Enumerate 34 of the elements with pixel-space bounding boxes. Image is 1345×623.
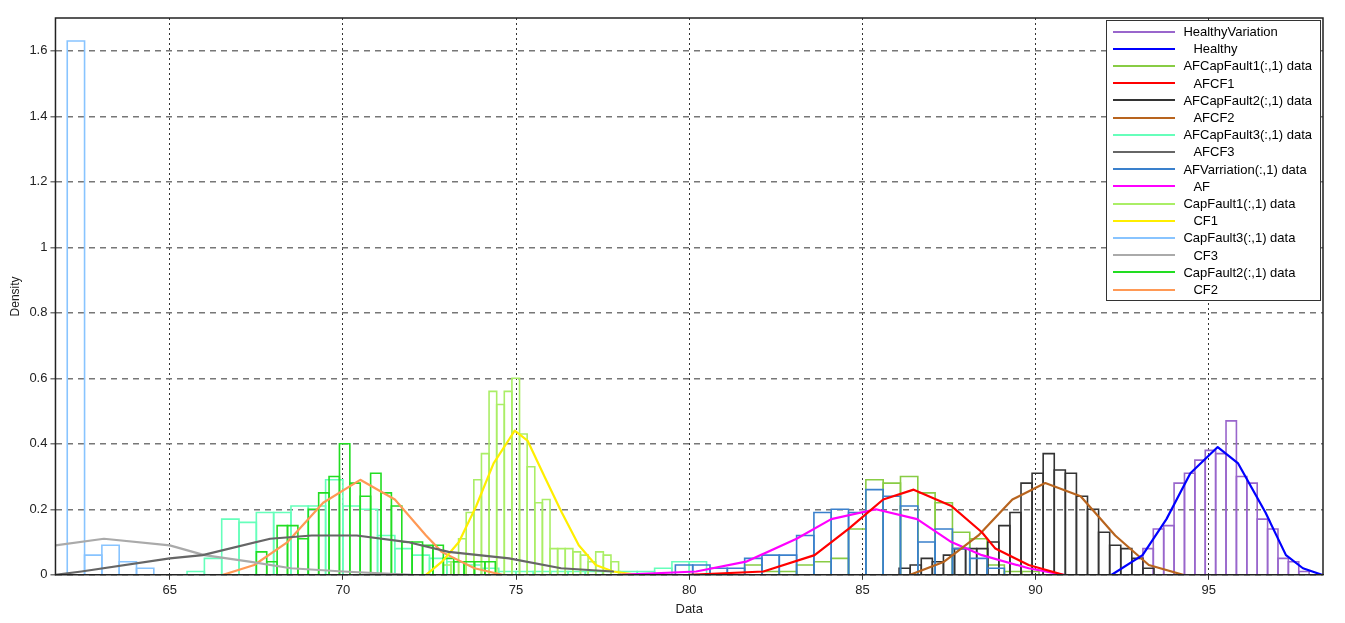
legend-label: Healthy xyxy=(1192,40,1238,58)
x-tick-label: 80 xyxy=(682,582,697,598)
x-tick-label: 65 xyxy=(162,582,177,598)
x-tick-label: 70 xyxy=(335,582,351,598)
y-tick-label: 0.8 xyxy=(29,304,48,320)
legend-label: HealthyVariation xyxy=(1183,23,1278,41)
x-tick-label: 75 xyxy=(508,582,524,598)
legend-label: AFCapFault3(:,1) data xyxy=(1183,126,1312,144)
y-tick-label: 1 xyxy=(40,238,48,254)
legend-label: AFCF2 xyxy=(1192,109,1235,127)
legend-label: AFCF3 xyxy=(1192,143,1235,161)
y-tick-label: 0.6 xyxy=(29,369,48,385)
x-tick-label: 95 xyxy=(1201,582,1216,598)
y-tick-label: 1.2 xyxy=(29,173,48,189)
legend-label: CF3 xyxy=(1192,246,1218,264)
legend-label: CF1 xyxy=(1192,212,1218,230)
y-axis-title: Density xyxy=(7,276,22,317)
legend-label: AFCapFault1(:,1) data xyxy=(1183,57,1312,75)
legend-label: CF2 xyxy=(1192,281,1218,299)
legend-label: AF xyxy=(1192,177,1210,196)
y-tick-label: 0 xyxy=(40,566,48,582)
legend-label: CapFault3(:,1) data xyxy=(1183,229,1296,247)
x-tick-label: 90 xyxy=(1028,582,1043,598)
y-tick-label: 1.4 xyxy=(29,107,48,123)
y-tick-label: 1.6 xyxy=(29,42,48,58)
x-tick-label: 85 xyxy=(855,582,870,598)
y-tick-label: 0.4 xyxy=(29,435,48,451)
legend-label: CapFault2(:,1) data xyxy=(1183,263,1296,282)
legend-label: AFVarriation(:,1) data xyxy=(1183,160,1307,178)
y-tick-label: 0.2 xyxy=(29,500,48,516)
legend-label: AFCF1 xyxy=(1192,74,1235,92)
x-axis-title: Data xyxy=(675,600,704,616)
legend-label: CapFault1(:,1) data xyxy=(1183,195,1296,213)
legend-label: AFCapFault2(:,1) data xyxy=(1183,91,1312,110)
